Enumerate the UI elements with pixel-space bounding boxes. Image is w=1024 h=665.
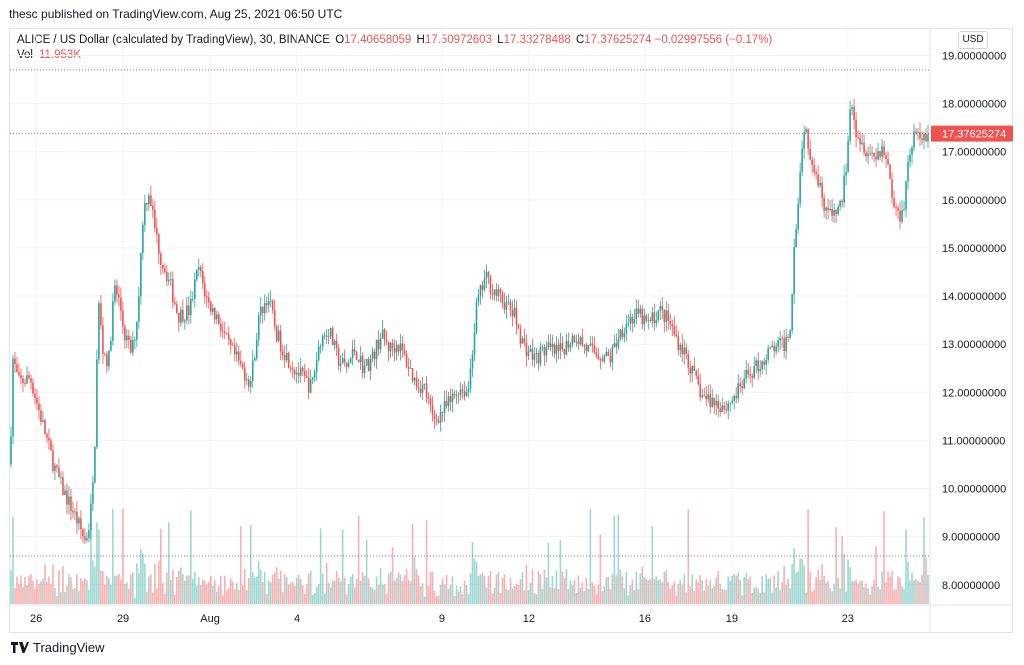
open-value: 17.40658059 (344, 34, 412, 46)
chart-frame (9, 28, 1013, 633)
volume-value: 11.953K (39, 49, 81, 61)
ohlc-legend: ALICE / US Dollar (calculated by Trading… (17, 33, 772, 48)
currency-button[interactable]: USD (958, 31, 988, 49)
volume-label: Vol (17, 49, 33, 61)
high-label: H (416, 34, 425, 46)
symbol-title[interactable]: ALICE / US Dollar (calculated by Trading… (17, 34, 330, 46)
footer-brand[interactable]: TradingView (11, 640, 105, 655)
close-label: C (575, 34, 585, 46)
tradingview-logo-icon (11, 642, 29, 653)
close-value: 17.37625274 (584, 34, 652, 46)
low-label: L (497, 34, 504, 46)
open-label: O (335, 34, 345, 46)
change-value: −0.02997556 (−0.17%) (654, 34, 773, 46)
volume-legend: Vol 11.953K (17, 49, 81, 61)
low-value: 17.33278488 (503, 34, 571, 46)
brand-name: TradingView (33, 640, 105, 655)
publish-info: thesc published on TradingView.com, Aug … (9, 7, 343, 21)
high-value: 17.50972603 (424, 34, 492, 46)
